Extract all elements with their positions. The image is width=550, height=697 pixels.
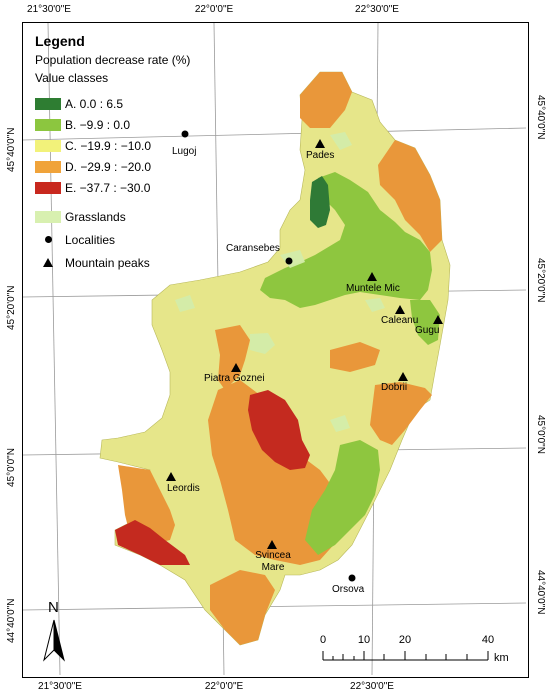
scale-tick-10: 10 (357, 634, 371, 646)
scale-bar-graphic (322, 651, 489, 661)
coord-right-2: 45°20'0"N (535, 258, 546, 303)
locality-marker-caransebes (285, 257, 293, 265)
label-gugu: Gugu (415, 325, 440, 336)
peak-marker-gugu (433, 315, 443, 324)
legend-class-c-label: C. −19.9 : −10.0 (65, 139, 152, 153)
label-pades: Pades (306, 150, 335, 161)
class-a-area (310, 176, 330, 228)
scale-tick-40: 40 (481, 634, 495, 646)
peak-marker-svincea-mare (267, 540, 277, 549)
grassland-areas (175, 132, 385, 432)
label-caleanu: Caleanu (381, 315, 419, 326)
coord-bottom-1: 21°30'0"E (38, 681, 82, 692)
coord-bottom-3: 22°30'0"E (350, 681, 394, 692)
triangle-icon (43, 258, 53, 267)
label-svincea-mare: Svincea Mare (255, 550, 291, 573)
locality-marker-lugoj (181, 130, 189, 138)
peak-marker-leordis (166, 472, 176, 481)
coord-top-1: 21°30'0"E (27, 4, 71, 15)
legend-localities-label: Localities (65, 233, 116, 247)
legend-swatch-b (35, 119, 61, 131)
legend-classes-label: Value classes (35, 71, 109, 85)
legend-subtitle: Population decrease rate (%) (35, 53, 191, 67)
label-muntele-mic: Muntele Mic (346, 283, 400, 294)
legend-swatch-c (35, 140, 61, 152)
coord-right-1: 45°40'0"N (535, 95, 546, 140)
peak-marker-piatra-goznei (231, 363, 241, 372)
peak-marker-dobrii (398, 372, 408, 381)
locality-markers (181, 130, 356, 582)
coord-left-2: 45°20'0"N (6, 285, 17, 331)
class-b-areas (260, 172, 440, 555)
peak-marker-caleanu (395, 305, 405, 314)
legend-peaks-label: Mountain peaks (65, 256, 150, 270)
coord-left-1: 45°40'0"N (6, 127, 17, 173)
coord-bottom-2: 22°0'0"E (204, 681, 244, 692)
legend-grasslands-label: Grasslands (65, 210, 126, 224)
legend-class-b-label: B. −9.9 : 0.0 (65, 118, 131, 132)
class-d-areas (118, 72, 442, 645)
dot-icon (45, 236, 52, 243)
north-arrow-graphic (43, 619, 65, 662)
peak-marker-pades (315, 139, 325, 148)
scale-unit: km (494, 652, 509, 664)
class-e-areas (115, 390, 310, 565)
locality-marker-orsova (348, 574, 356, 582)
legend-class-a-label: A. 0.0 : 6.5 (65, 97, 124, 111)
scale-tick-20: 20 (398, 634, 412, 646)
peak-marker-muntele-mic (367, 272, 377, 281)
legend-swatch-d (35, 161, 61, 173)
coord-top-3: 22°30'0"E (355, 4, 399, 15)
coord-top-2: 22°0'0"E (194, 4, 234, 15)
coord-right-3: 45°0'0"N (535, 415, 546, 454)
coord-right-4: 44°40'0"N (535, 570, 546, 615)
label-piatra-goznei: Piatra Goznei (204, 373, 265, 384)
peak-markers (166, 139, 443, 549)
legend-swatch-e (35, 182, 61, 194)
legend-class-e-label: E. −37.7 : −30.0 (65, 181, 151, 195)
coord-left-4: 44°40'0"N (6, 598, 17, 644)
label-dobrii: Dobrii (381, 382, 408, 393)
scale-tick-0: 0 (319, 634, 327, 646)
legend-swatch-grasslands (35, 211, 61, 223)
coord-left-3: 45°0'0"N (6, 448, 17, 487)
legend-swatch-a (35, 98, 61, 110)
label-caransebes: Caransebes (226, 243, 280, 254)
legend-class-d-label: D. −29.9 : −20.0 (65, 160, 152, 174)
label-lugoj: Lugoj (172, 146, 197, 157)
label-orsova: Orsova (332, 584, 365, 595)
label-leordis: Leordis (167, 483, 200, 494)
legend-title: Legend (35, 33, 85, 49)
north-letter: N (48, 599, 59, 616)
